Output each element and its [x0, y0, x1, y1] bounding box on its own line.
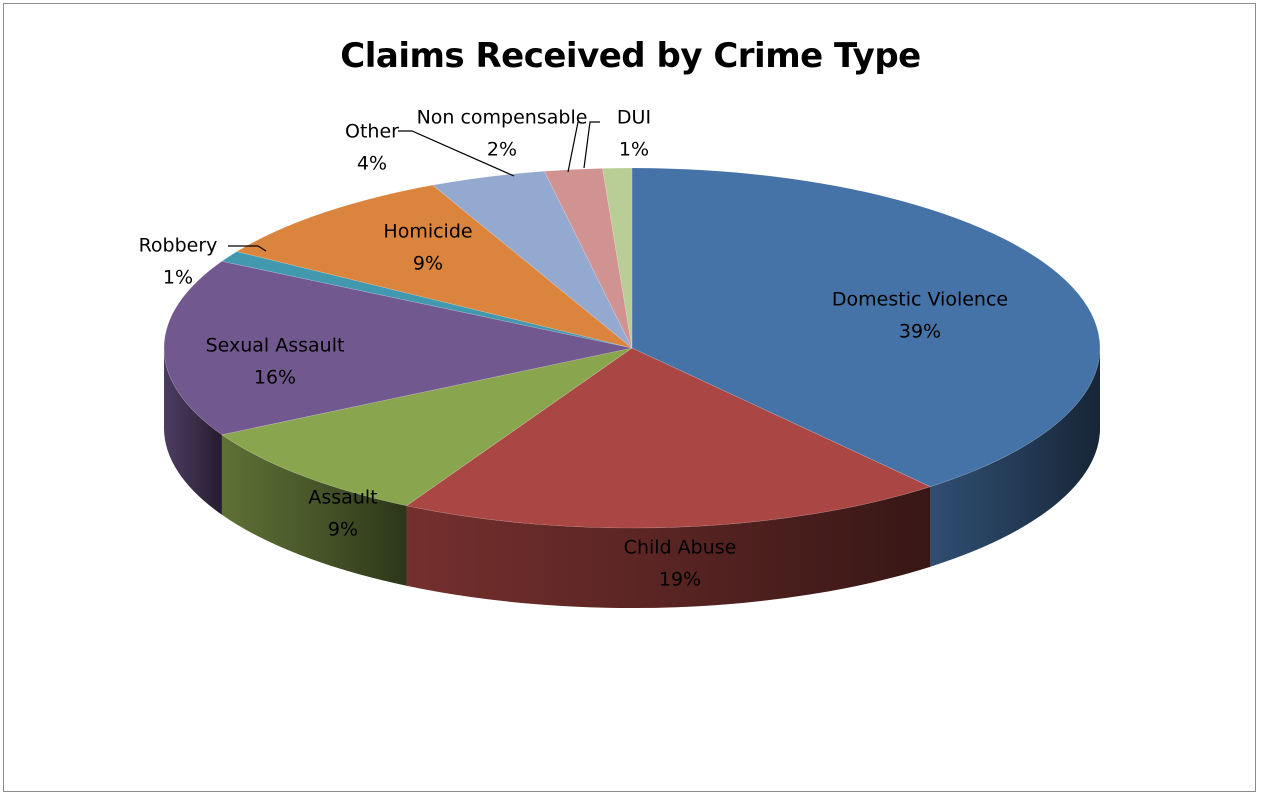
pie-tops [163, 167, 1101, 529]
pie-sides [164, 348, 1100, 609]
slice-label-other: Other [345, 121, 399, 143]
slice-label-sexual-assault: Sexual Assault [206, 335, 345, 357]
slice-label-domestic-violence: Domestic Violence [832, 289, 1008, 311]
slice-value-dui: 1% [619, 139, 649, 161]
slice-assault[interactable] [221, 347, 633, 507]
slice-label-dui: DUI [617, 107, 651, 129]
slice-value-domestic-violence: 39% [899, 321, 941, 343]
slice-homicide[interactable] [236, 184, 633, 349]
slice-child-abuse[interactable] [405, 347, 932, 529]
slice-non-compensable[interactable] [543, 168, 633, 349]
slice-other[interactable] [432, 170, 633, 349]
slice-side-shade-child-abuse [406, 486, 931, 609]
slice-side-shade-sexual-assault [164, 348, 222, 515]
slice-value-other: 4% [357, 153, 387, 175]
slice-robbery[interactable] [221, 251, 633, 349]
slice-value-child-abuse: 19% [659, 569, 701, 591]
slice-dui[interactable] [602, 167, 633, 349]
slice-side-shade-assault [221, 434, 407, 586]
slice-labels: Domestic Violence 39% Child Abuse 19% Assaul… [139, 107, 1009, 591]
slice-value-homicide: 9% [413, 253, 443, 275]
slice-domestic-violence[interactable] [631, 167, 1101, 488]
slice-value-non-compensable: 2% [487, 139, 517, 161]
leader-line-non-compensable [567, 121, 579, 173]
leader-line-robbery [228, 245, 267, 252]
slice-value-robbery: 1% [163, 267, 193, 289]
slice-label-robbery: Robbery [139, 235, 218, 257]
slice-side-shade-domestic-violence [930, 348, 1100, 567]
slice-value-sexual-assault: 16% [254, 367, 296, 389]
chart-title: Claims Received by Crime Type [340, 36, 921, 76]
slice-label-child-abuse: Child Abuse [624, 537, 737, 559]
leader-lines [228, 121, 600, 252]
slice-label-homicide: Homicide [383, 221, 472, 243]
slice-label-assault: Assault [308, 487, 377, 509]
slice-sexual-assault[interactable] [163, 260, 633, 436]
slice-value-assault: 9% [328, 519, 358, 541]
slice-label-non-compensable: Non compensable [417, 107, 588, 129]
leader-line-other [398, 130, 515, 177]
leader-line-dui [583, 121, 600, 169]
